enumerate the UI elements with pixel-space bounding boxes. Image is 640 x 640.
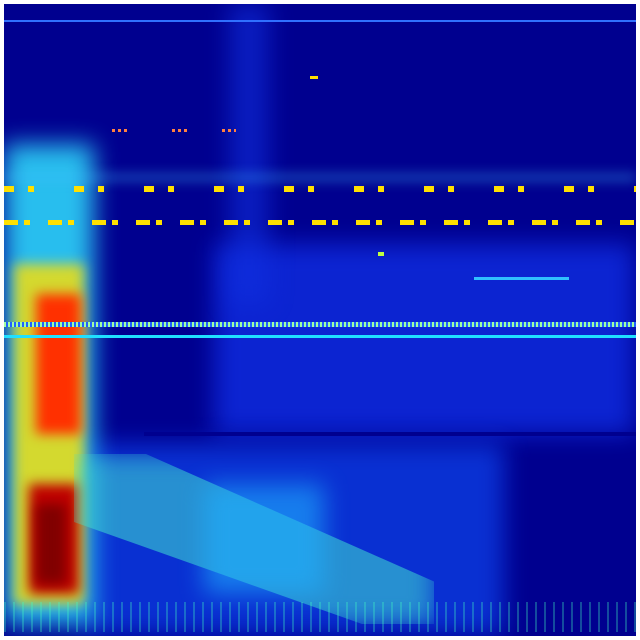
vertical-streak xyxy=(229,4,269,304)
mark-4 xyxy=(222,129,236,132)
upper-hot-spot xyxy=(36,294,81,434)
cyan-line xyxy=(4,335,636,338)
dark-split xyxy=(144,432,636,436)
bottom-noise xyxy=(4,602,636,632)
speckled-line xyxy=(4,322,636,327)
lower-cyan-blob xyxy=(204,484,324,594)
heatmap-image xyxy=(4,4,636,636)
line-275 xyxy=(474,277,569,280)
top-line xyxy=(4,20,636,22)
yellow-dash-row-1 xyxy=(4,186,636,192)
mark-5 xyxy=(378,252,384,256)
mark-1 xyxy=(310,76,318,79)
yellow-dash-row-2 xyxy=(4,220,636,225)
lower-hot-core xyxy=(36,504,66,584)
mark-2 xyxy=(112,129,130,132)
mark-3 xyxy=(172,129,190,132)
line-175 xyxy=(4,176,636,179)
upper-right-blue-region xyxy=(214,244,634,434)
